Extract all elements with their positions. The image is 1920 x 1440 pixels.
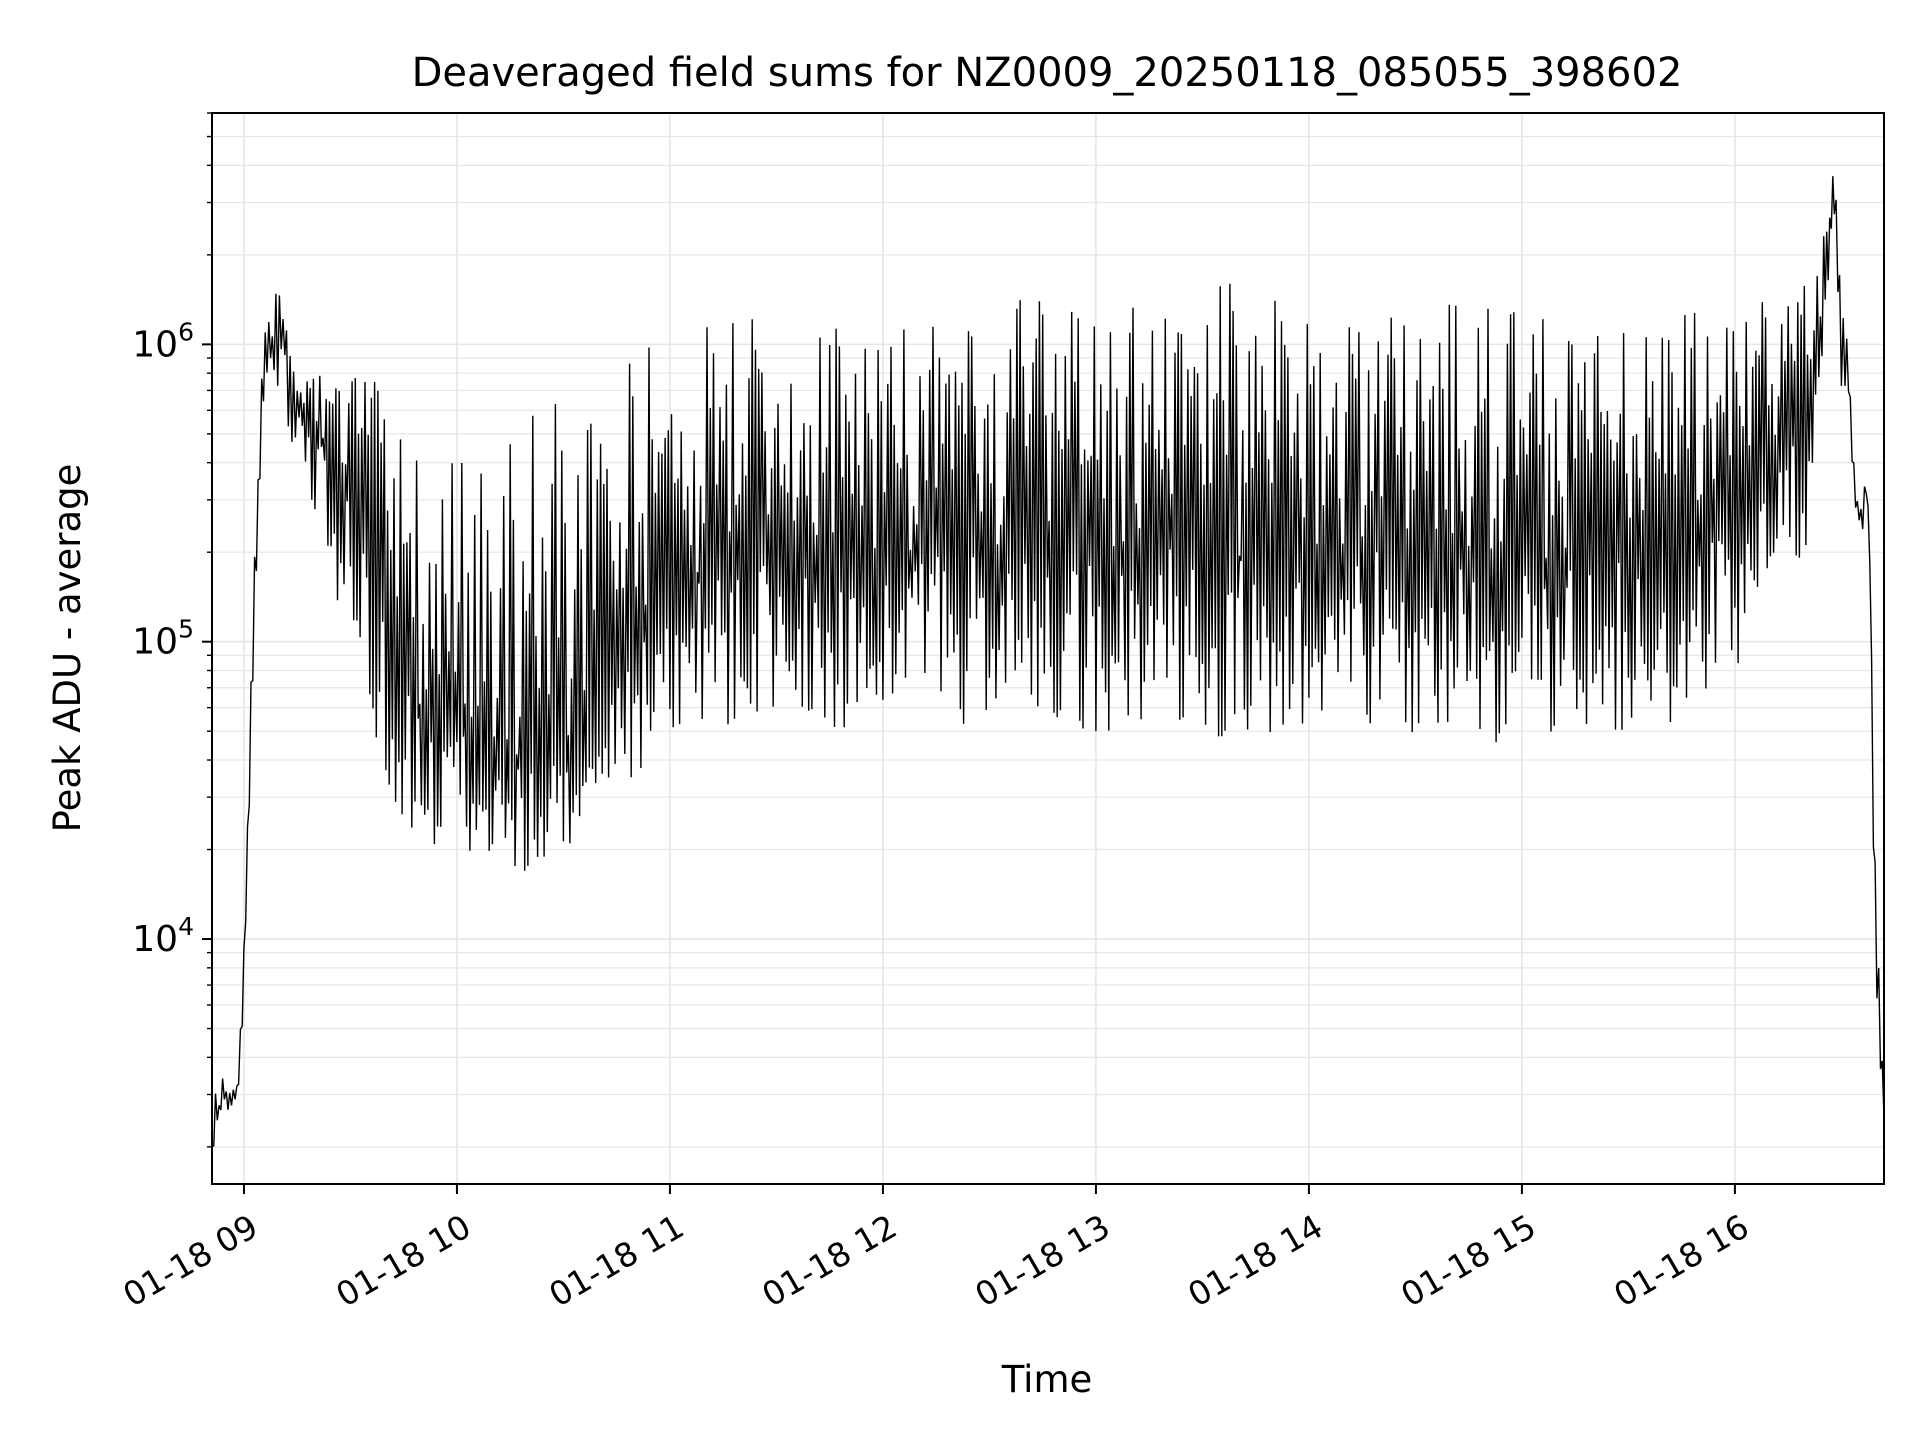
y-tick-label: 105 [132,615,194,663]
chart-title: Deaveraged field sums for NZ0009_2025011… [412,50,1683,96]
y-tick-label: 106 [132,317,194,365]
x-tick-label: 01-18 15 [1394,1207,1542,1315]
plot-area [211,112,1885,1185]
series-line [211,176,1885,1148]
x-tick-label: 01-18 14 [1181,1207,1329,1315]
x-tick-label: 01-18 10 [329,1207,477,1315]
grid [212,112,1884,1184]
y-tick-label: 104 [132,912,194,960]
x-tick-label: 01-18 16 [1607,1207,1755,1315]
x-axis: 01-18 09 01-18 10 01-18 11 01-18 12 01-18 13… [116,1184,1755,1315]
x-tick-label: 01-18 11 [542,1207,690,1315]
x-tick-label: 01-18 13 [968,1207,1116,1315]
y-axis: 104 105 106 [132,112,212,1148]
y-axis-label: Peak ADU - average [46,464,89,833]
x-tick-label: 01-18 09 [116,1207,264,1315]
x-tick-label: 01-18 12 [755,1207,903,1315]
x-axis-label: Time [1001,1358,1093,1401]
